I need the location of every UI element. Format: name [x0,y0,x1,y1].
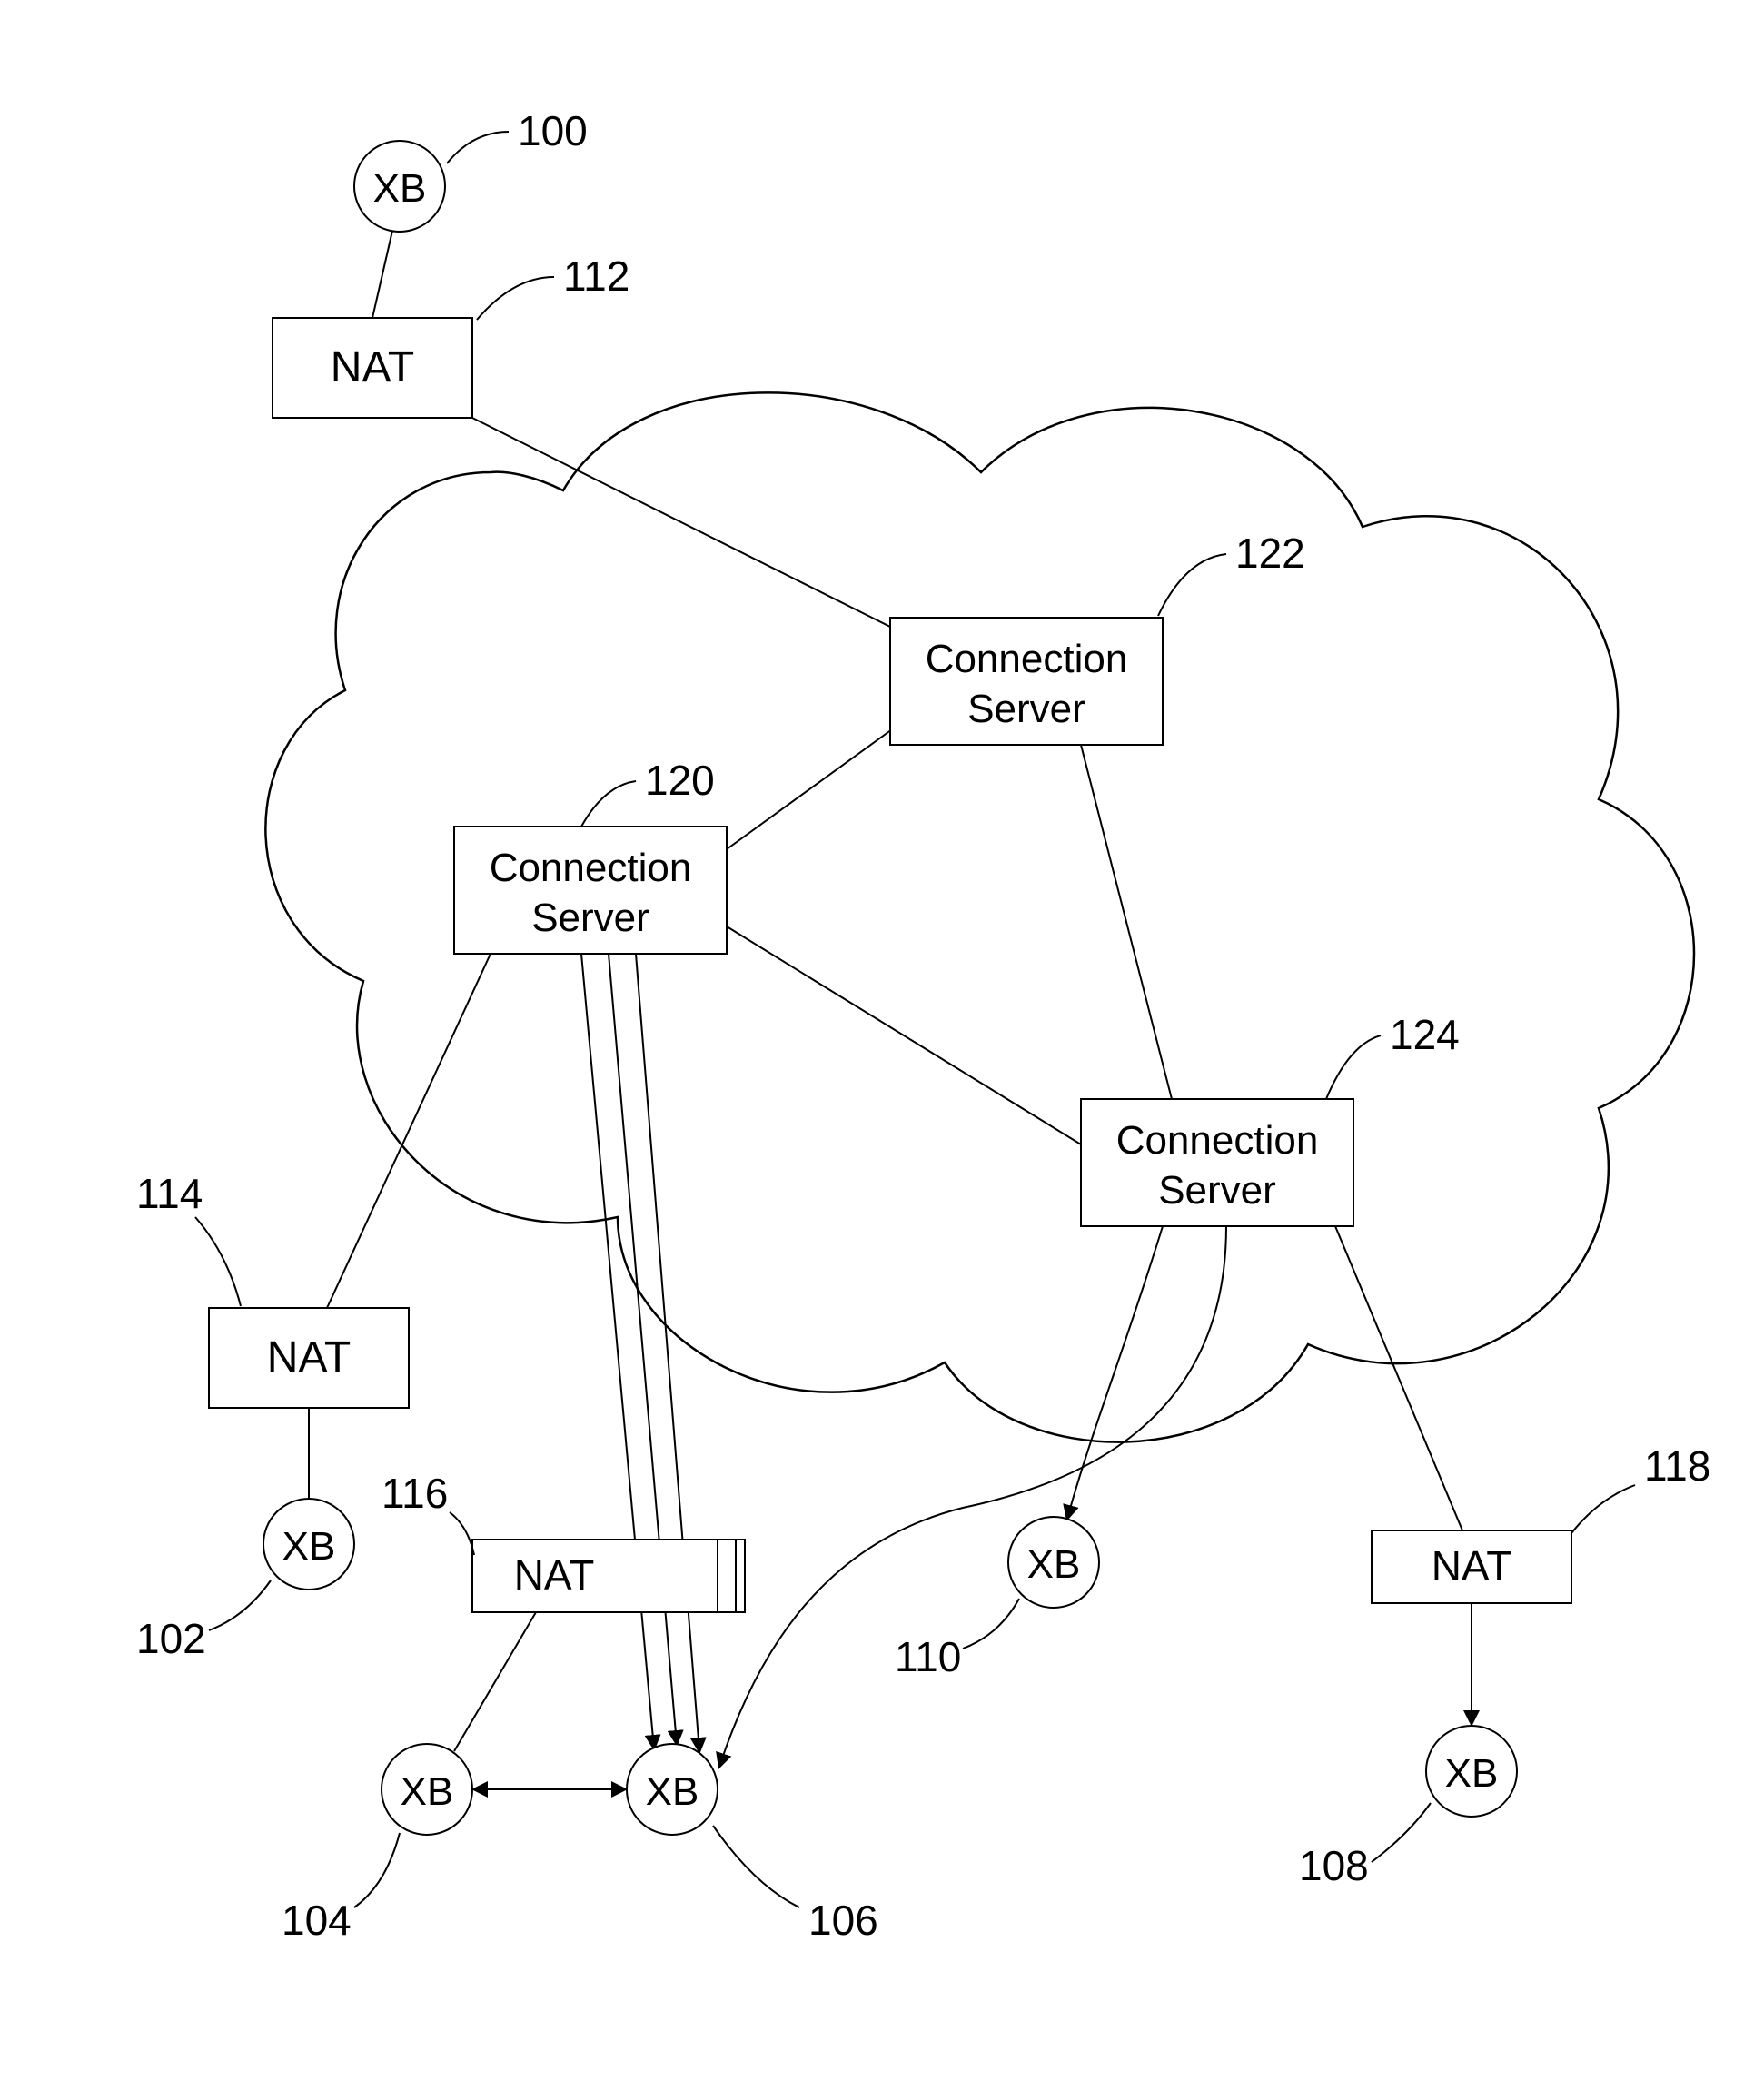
cs124-label1: Connection [1116,1118,1319,1163]
cs124-label2: Server [1158,1168,1276,1213]
ref-114: 114 [136,1170,203,1217]
ref-110: 110 [895,1633,961,1680]
xb-100: XB [354,141,445,232]
ref-120: 120 [645,757,715,804]
ref-118: 118 [1644,1442,1710,1490]
xb-104: XB [382,1744,472,1835]
xb-108: XB [1426,1726,1517,1817]
connection-server-120: Connection Server [454,827,727,954]
nat-114: NAT [209,1308,409,1408]
xb104-label: XB [401,1769,454,1814]
nat118-label: NAT [1432,1542,1512,1590]
ref-116: 116 [382,1470,448,1517]
xb-106: XB [627,1744,718,1835]
ref-100: 100 [518,107,588,154]
xb-110: XB [1008,1517,1099,1608]
ref-108: 108 [1299,1842,1369,1889]
xb-102: XB [263,1499,354,1590]
network-diagram: Connection Server Connection Server Conn… [0,0,1764,2080]
ref-104: 104 [282,1897,352,1944]
nat-116: NAT [472,1540,745,1612]
ref-122: 122 [1235,530,1305,577]
ref-124: 124 [1390,1011,1460,1058]
xb110-label: XB [1027,1542,1081,1587]
cs120-label2: Server [531,896,649,940]
nat112-label: NAT [331,343,414,391]
xb106-label: XB [646,1769,699,1814]
cs122-label2: Server [967,687,1085,731]
cs122-label1: Connection [926,637,1128,681]
connection-server-124: Connection Server [1081,1099,1353,1226]
xb100-label: XB [373,166,427,211]
nat-112: NAT [273,318,472,418]
ref-106: 106 [808,1897,878,1944]
nat114-label: NAT [267,1333,351,1382]
connection-server-122: Connection Server [890,618,1163,745]
cs120-label1: Connection [490,846,692,890]
xb108-label: XB [1445,1751,1499,1796]
ref-102: 102 [136,1615,206,1662]
nat-118: NAT [1372,1530,1571,1603]
ref-112: 112 [563,253,629,300]
nat116-label: NAT [514,1551,595,1599]
xb102-label: XB [282,1524,336,1569]
